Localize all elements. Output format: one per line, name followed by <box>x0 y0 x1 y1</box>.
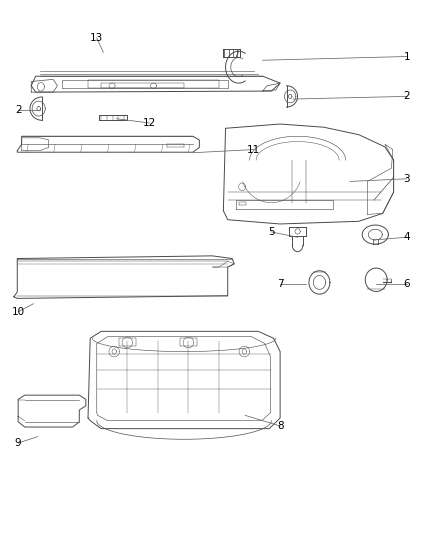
Text: 2: 2 <box>15 104 21 115</box>
Text: 13: 13 <box>90 33 103 43</box>
Text: 12: 12 <box>142 118 156 128</box>
Text: 4: 4 <box>403 232 410 243</box>
Text: 6: 6 <box>403 279 410 288</box>
Text: 2: 2 <box>403 91 410 101</box>
Text: 7: 7 <box>277 279 283 288</box>
Text: 9: 9 <box>15 438 21 448</box>
Text: 1: 1 <box>403 52 410 61</box>
Text: 11: 11 <box>247 144 261 155</box>
Text: 5: 5 <box>268 227 275 237</box>
Text: 10: 10 <box>11 306 25 317</box>
Text: 3: 3 <box>403 174 410 184</box>
Text: 8: 8 <box>277 421 283 431</box>
